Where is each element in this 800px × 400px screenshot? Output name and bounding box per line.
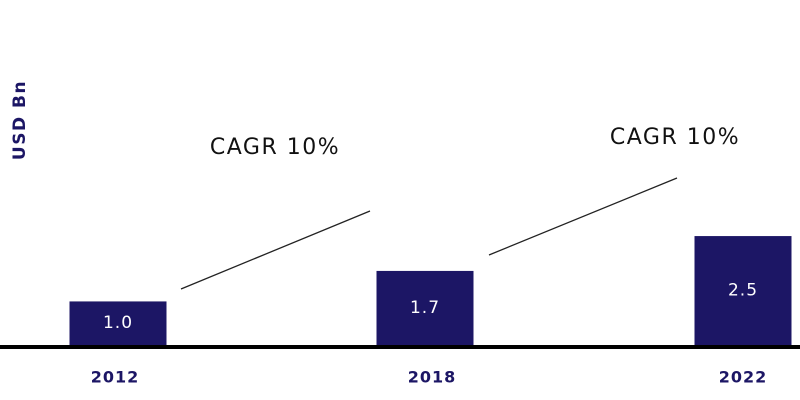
x-tick-label: 2012: [91, 368, 140, 387]
annotation: CAGR 10%: [210, 135, 340, 160]
bar: [376, 270, 474, 345]
x-tick-label: 2022: [719, 368, 768, 387]
bar: [694, 236, 792, 345]
x-tick-label: 2018: [408, 368, 457, 387]
bar: [69, 301, 167, 345]
trend-line: [180, 210, 371, 290]
value-label: 1.0: [103, 313, 133, 333]
value-label: 1.7: [410, 298, 440, 318]
trend-line: [488, 177, 678, 256]
annotation: CAGR 10%: [610, 125, 740, 150]
value-label: 2.5: [728, 281, 758, 301]
y-axis-label: USD Bn: [10, 80, 30, 160]
